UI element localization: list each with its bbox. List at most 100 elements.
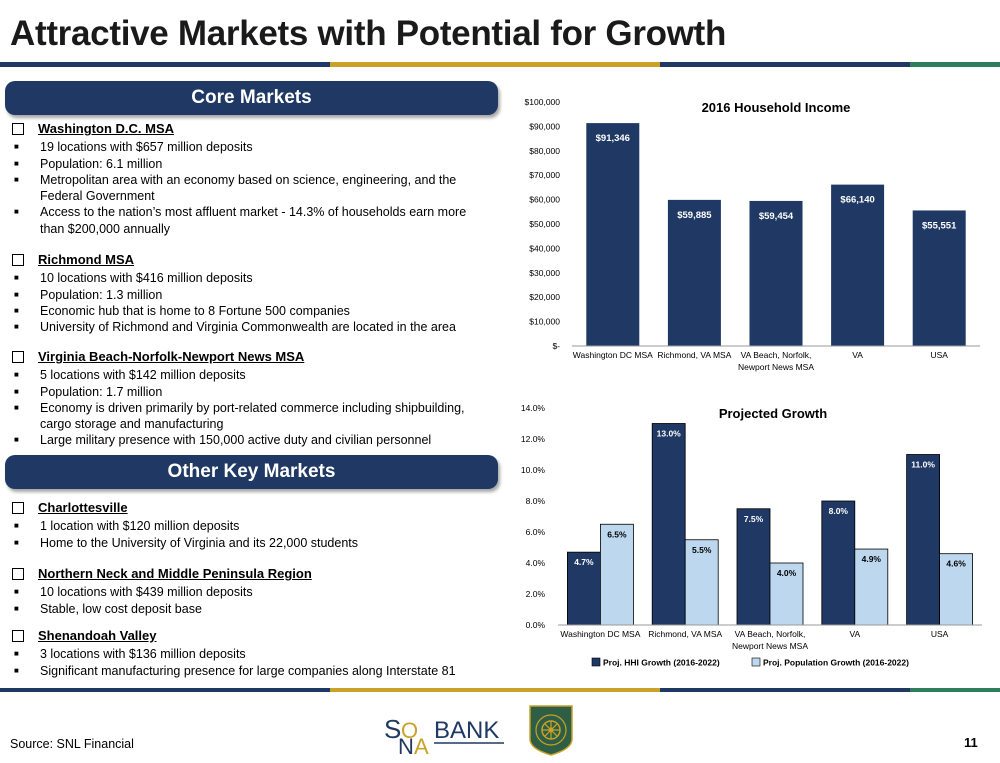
square-bullet-icon: ■ bbox=[14, 322, 19, 332]
market-section: Charlottesville ■ 1 location with $120 mil… bbox=[12, 500, 492, 551]
legend-label: Proj. HHI Growth (2016-2022) bbox=[603, 658, 720, 668]
market-section: Northern Neck and Middle Peninsula Regio… bbox=[12, 566, 492, 617]
income-bar bbox=[912, 210, 966, 346]
y-tick-label: 6.0% bbox=[526, 527, 546, 537]
market-heading: Richmond MSA bbox=[12, 252, 492, 268]
checkbox-bullet-icon bbox=[12, 254, 24, 267]
svg-text:N: N bbox=[398, 734, 414, 758]
data-label: 7.5% bbox=[744, 514, 764, 524]
market-section: Richmond MSA ■ 10 locations with $416 mill… bbox=[12, 252, 492, 335]
hhi-growth-bar bbox=[567, 551, 601, 626]
x-tick-label: VA Beach, Norfolk, bbox=[741, 350, 812, 360]
y-tick-label: $60,000 bbox=[529, 195, 560, 205]
bullet-item: ■ University of Richmond and Virginia Com… bbox=[14, 320, 456, 335]
square-bullet-icon: ■ bbox=[14, 665, 19, 675]
bullet-item: ■ Large military presence with 150,000 ac… bbox=[14, 433, 432, 448]
page-title: Attractive Markets with Potential for Gr… bbox=[10, 14, 727, 53]
chart-title: Projected Growth bbox=[719, 406, 827, 421]
x-tick-label: Newport News MSA bbox=[732, 641, 808, 651]
y-tick-label: 10.0% bbox=[521, 465, 546, 475]
y-tick-label: 12.0% bbox=[521, 434, 546, 444]
y-tick-label: 8.0% bbox=[526, 496, 546, 506]
population-growth-bar bbox=[684, 539, 719, 626]
y-tick-label: $80,000 bbox=[529, 146, 560, 156]
y-tick-label: $90,000 bbox=[529, 121, 560, 131]
population-growth-bar bbox=[854, 548, 889, 626]
data-label: $91,346 bbox=[596, 133, 630, 144]
data-label: 4.9% bbox=[862, 554, 882, 564]
square-bullet-icon: ■ bbox=[14, 305, 19, 315]
checkbox-bullet-icon bbox=[12, 502, 24, 515]
market-section: Shenandoah Valley ■ 3 locations with $136 … bbox=[12, 628, 492, 679]
bullet-item: ■ Stable, low cost deposit base bbox=[14, 601, 202, 616]
rule-segment bbox=[330, 62, 660, 67]
market-heading: Northern Neck and Middle Peninsula Regio… bbox=[12, 566, 492, 582]
projected-growth-chart: Projected Growth 0.0% 2.0% 4.0% 6.0% 8.0% 10.0… bbox=[521, 403, 982, 668]
y-tick-label: $30,000 bbox=[529, 268, 560, 278]
rule-segment bbox=[910, 62, 1000, 67]
hhi-growth-bar bbox=[736, 508, 771, 626]
square-bullet-icon: ■ bbox=[14, 649, 19, 659]
population-growth-bar bbox=[939, 553, 974, 626]
data-label: 11.0% bbox=[911, 460, 935, 470]
data-label: 8.0% bbox=[829, 506, 849, 516]
rule-segment bbox=[910, 688, 1000, 692]
data-label: $66,140 bbox=[840, 195, 874, 206]
bullet-item: ■ Economy is driven primarily by port-rel… bbox=[14, 400, 465, 432]
y-tick-label: $- bbox=[552, 341, 560, 351]
svg-text:BANK: BANK bbox=[434, 717, 499, 744]
data-label: 4.0% bbox=[777, 568, 797, 578]
bullet-item: ■ 5 locations with $142 million deposits bbox=[14, 368, 246, 383]
chart-title: 2016 Household Income bbox=[702, 100, 851, 115]
x-tick-label: Washington DC MSA bbox=[573, 350, 653, 360]
x-tick-label: Richmond, VA MSA bbox=[657, 350, 731, 360]
data-label: $55,551 bbox=[922, 220, 957, 231]
market-heading: Virginia Beach-Norfolk-Newport News MSA bbox=[12, 349, 492, 365]
market-heading: Shenandoah Valley bbox=[12, 628, 492, 644]
square-bullet-icon: ■ bbox=[14, 537, 19, 547]
x-tick-label: Newport News MSA bbox=[738, 362, 814, 372]
x-tick-label: USA bbox=[930, 350, 948, 360]
square-bullet-icon: ■ bbox=[14, 273, 19, 283]
rule-segment bbox=[0, 62, 330, 67]
data-label: $59,885 bbox=[677, 210, 712, 221]
y-tick-label: $40,000 bbox=[529, 243, 560, 253]
legend-label: Proj. Population Growth (2016-2022) bbox=[763, 658, 909, 668]
y-tick-label: $100,000 bbox=[525, 97, 561, 107]
svg-text:A: A bbox=[414, 734, 429, 758]
bullet-item: ■ 10 locations with $439 million deposits bbox=[14, 585, 253, 600]
square-bullet-icon: ■ bbox=[14, 402, 19, 412]
checkbox-bullet-icon bbox=[12, 123, 24, 136]
rule-segment bbox=[330, 688, 660, 692]
bullet-item: ■ Significant manufacturing presence for … bbox=[14, 663, 456, 678]
square-bullet-icon: ■ bbox=[14, 370, 19, 380]
x-tick-label: Washington DC MSA bbox=[560, 629, 640, 639]
checkbox-bullet-icon bbox=[12, 568, 24, 581]
y-tick-label: 0.0% bbox=[526, 620, 546, 630]
y-tick-label: $10,000 bbox=[529, 317, 560, 327]
square-bullet-icon: ■ bbox=[14, 386, 19, 396]
income-bar bbox=[831, 184, 885, 346]
sonabank-logo: S O N A BANK bbox=[380, 712, 510, 763]
market-heading: Charlottesville bbox=[12, 500, 492, 516]
checkbox-bullet-icon bbox=[12, 351, 24, 364]
square-bullet-icon: ■ bbox=[14, 603, 19, 613]
y-tick-label: $70,000 bbox=[529, 170, 560, 180]
bullet-item: ■ Population: 1.7 million bbox=[14, 384, 163, 399]
income-bar bbox=[586, 123, 640, 347]
rule-segment bbox=[0, 688, 330, 692]
rule-segment bbox=[660, 62, 910, 67]
rule-segment bbox=[660, 688, 910, 692]
square-bullet-icon: ■ bbox=[14, 207, 19, 217]
population-growth-bar bbox=[600, 523, 634, 626]
y-tick-label: 2.0% bbox=[526, 589, 546, 599]
square-bullet-icon: ■ bbox=[14, 289, 19, 299]
bullet-item: ■ 19 locations with $657 million deposits bbox=[14, 140, 253, 155]
bullet-item: ■ Access to the nation’s most affluent ma… bbox=[14, 205, 467, 236]
x-tick-label: VA bbox=[849, 629, 860, 639]
x-tick-label: VA bbox=[852, 350, 863, 360]
square-bullet-icon: ■ bbox=[14, 435, 19, 445]
hhi-growth-bar bbox=[651, 423, 686, 626]
income-bar bbox=[749, 200, 803, 346]
y-tick-label: 14.0% bbox=[521, 403, 546, 413]
